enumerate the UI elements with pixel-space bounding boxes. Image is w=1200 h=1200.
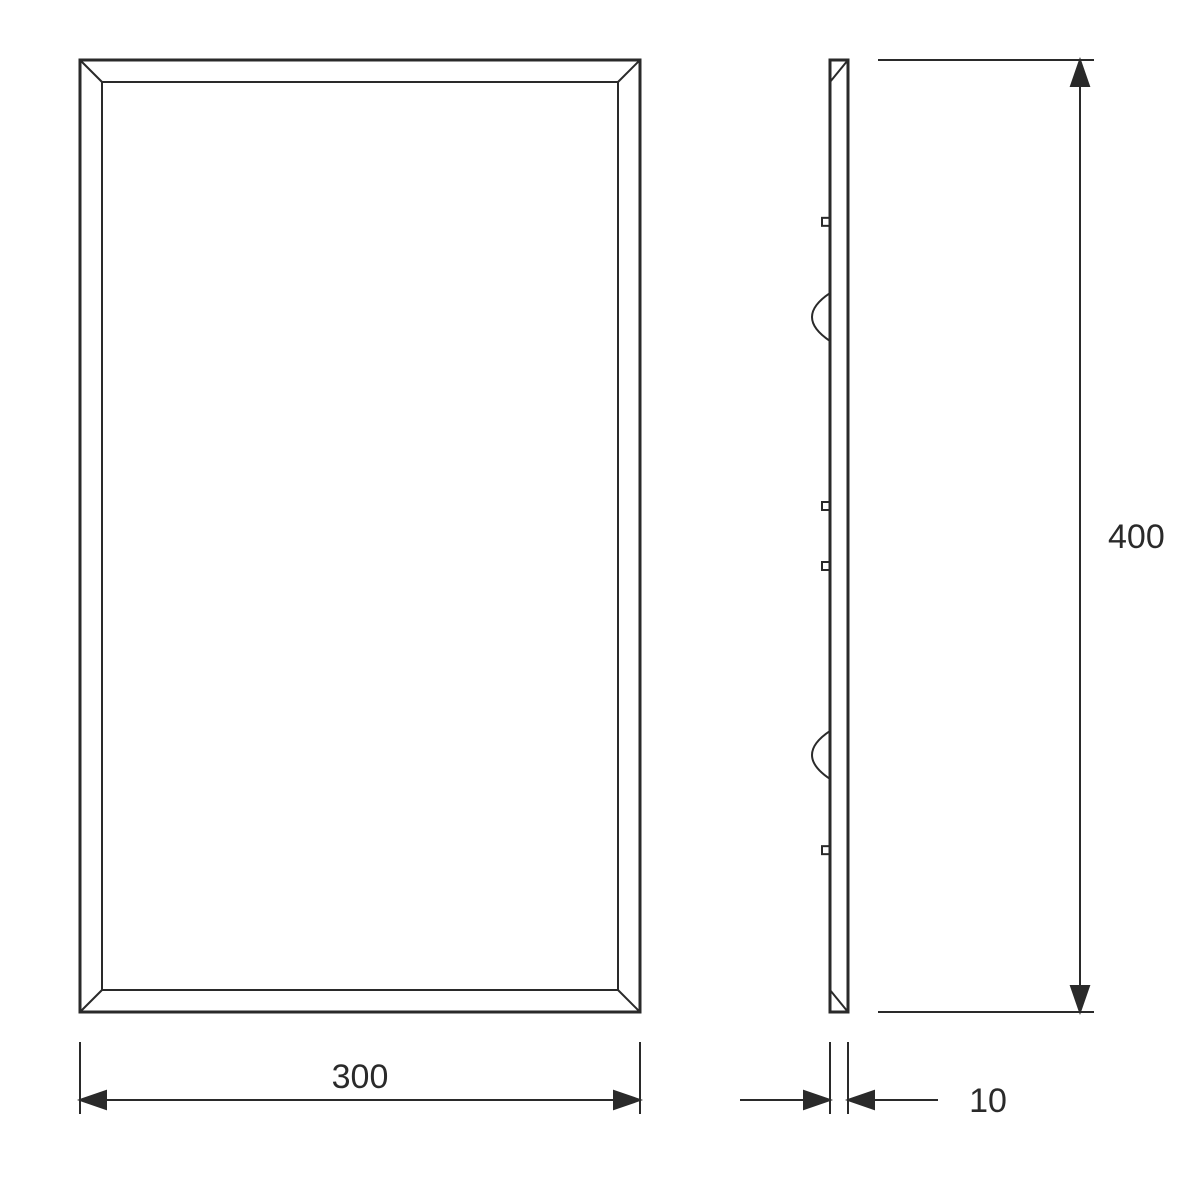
- arrowhead-up: [1071, 60, 1089, 86]
- arrowhead-right: [614, 1091, 640, 1109]
- side-view-rect: [830, 60, 848, 1012]
- front-view-outer-rect: [80, 60, 640, 1012]
- bevel-line: [618, 990, 640, 1012]
- arrowhead-left: [80, 1091, 106, 1109]
- arrowhead-down: [1071, 986, 1089, 1012]
- dim-label-width: 300: [332, 1058, 389, 1096]
- front-view-inner-rect: [102, 82, 618, 990]
- bevel-line: [80, 60, 102, 82]
- arrowhead-right: [804, 1091, 830, 1109]
- bevel-line: [618, 60, 640, 82]
- technical-drawing: 300 10 400: [0, 0, 1200, 1200]
- arrowhead-left: [848, 1091, 874, 1109]
- dim-label-depth: 10: [969, 1082, 1007, 1120]
- side-spring-clip: [812, 731, 830, 779]
- side-spring-clip: [812, 293, 830, 341]
- side-bottom-chamfer: [830, 990, 848, 1012]
- dim-label-height: 400: [1108, 518, 1165, 556]
- side-top-chamfer: [830, 60, 848, 82]
- bevel-line: [80, 990, 102, 1012]
